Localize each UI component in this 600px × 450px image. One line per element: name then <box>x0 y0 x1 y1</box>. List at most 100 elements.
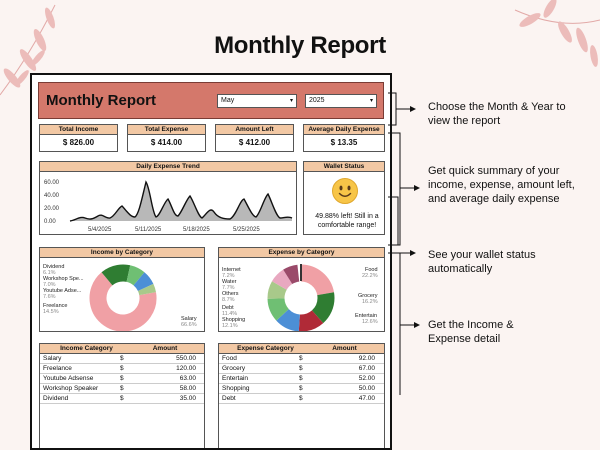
kpi-average-daily-expense: Average Daily Expense $ 13.35 <box>303 124 385 152</box>
slice-label: Entertain <box>355 313 377 319</box>
slice-pct: 12.1% <box>222 323 238 329</box>
month-dropdown[interactable]: May ▾ <box>217 94 297 108</box>
row-currency: $ <box>299 375 303 382</box>
income-chart-title: Income by Category <box>40 248 204 258</box>
x-tick: 5/25/2025 <box>233 227 260 233</box>
trend-area <box>70 182 292 221</box>
row-currency: $ <box>120 385 124 392</box>
table-row[interactable]: Freelance $120.00 <box>40 364 204 374</box>
smiling-face-icon <box>332 178 358 204</box>
column-header: Expense Category <box>237 345 294 352</box>
kpi-value: $ 414.00 <box>150 138 183 147</box>
slice-pct: 7.0% <box>43 282 56 288</box>
row-amount: 47.00 <box>358 395 375 402</box>
arrowhead <box>414 322 420 328</box>
row-amount: 63.00 <box>179 375 196 382</box>
year-dropdown[interactable]: 2025 ▾ <box>305 94 377 108</box>
expense-by-category-panel: Expense by Category Internet 7.2% Water … <box>218 247 385 332</box>
report-banner: Monthly Report May ▾ 2025 ▾ <box>38 82 384 119</box>
row-amount: 550.00 <box>176 355 196 362</box>
annotation-detail: Get the Income & Expense detail <box>428 319 514 345</box>
slice-pct: 8.7% <box>222 297 235 303</box>
y-tick: 0.00 <box>44 219 56 225</box>
kpi-label: Total Expense <box>128 125 205 135</box>
table-row[interactable]: Salary $550.00 <box>40 354 204 364</box>
bracket-summary <box>388 132 401 246</box>
leaf-branch-right-decoration <box>514 0 600 67</box>
income-table: Income Category Amount Salary $550.00 Fre… <box>39 343 205 448</box>
table-row[interactable]: Entertain $52.00 <box>219 374 384 384</box>
slice-pct: 22.2% <box>362 273 378 279</box>
trend-title: Daily Expense Trend <box>40 162 296 172</box>
table-row[interactable]: Debt $47.00 <box>219 394 384 404</box>
kpi-total-expense: Total Expense $ 414.00 <box>127 124 206 152</box>
row-category: Food <box>222 355 237 362</box>
expense-donut-chart: Internet 7.2% Water 7.7% Others 8.7% Deb… <box>222 264 378 332</box>
slice-label: Freelance <box>43 303 67 309</box>
table-row[interactable]: Workshop Speaker $58.00 <box>40 384 204 394</box>
row-category: Dividend <box>43 395 69 402</box>
row-currency: $ <box>299 395 303 402</box>
column-header: Income Category <box>60 345 113 352</box>
kpi-value: $ 826.00 <box>62 138 95 147</box>
slice-pct: 7.6% <box>43 294 56 300</box>
leaf-branch-left-decoration <box>0 4 56 96</box>
kpi-label: Total Income <box>40 125 117 135</box>
kpi-label: Average Daily Expense <box>304 125 384 135</box>
slice-label: Food <box>365 267 378 273</box>
arrowhead <box>410 250 416 256</box>
row-category: Freelance <box>43 365 72 372</box>
trend-line <box>69 180 293 222</box>
slice-label: Salary <box>181 316 197 322</box>
kpi-label: Amount Left <box>216 125 293 135</box>
column-header: Amount <box>332 345 357 352</box>
trend-chart: 60.00 40.00 20.00 0.00 5/4/2025 5/11/202… <box>44 180 293 233</box>
table-row[interactable]: Food $92.00 <box>219 354 384 364</box>
annotation-wallet: See your wallet status automatically <box>428 249 536 275</box>
bracket-wallet <box>388 196 399 245</box>
slice-label: Debt <box>222 305 234 311</box>
slice-pct: 11.4% <box>222 311 237 317</box>
x-tick: 5/4/2025 <box>88 227 112 233</box>
table-row[interactable]: Youtube Adsense $63.00 <box>40 374 204 384</box>
slice-label: Shopping <box>222 317 245 323</box>
kpi-amount-left: Amount Left $ 412.00 <box>215 124 294 152</box>
chevron-down-icon: ▾ <box>369 98 373 104</box>
donut-slice-freelance <box>89 264 157 332</box>
table-row[interactable]: Grocery $67.00 <box>219 364 384 374</box>
row-category: Entertain <box>222 375 249 382</box>
slice-pct: 66.6% <box>181 322 197 328</box>
slice-label: Youtube Adse... <box>43 288 82 294</box>
table-row[interactable]: Shopping $50.00 <box>219 384 384 394</box>
donut-divider <box>300 264 302 281</box>
table-row[interactable]: Dividend $35.00 <box>40 394 204 404</box>
row-currency: $ <box>299 365 303 372</box>
slice-label: Water <box>222 279 237 285</box>
row-currency: $ <box>299 355 303 362</box>
wallet-message: 49.88% left! Still in a comfortable rang… <box>315 213 379 229</box>
slice-label: Workshop Spe... <box>43 276 84 282</box>
wallet-title: Wallet Status <box>304 162 384 172</box>
slice-label: Internet <box>222 267 241 273</box>
y-tick: 40.00 <box>44 193 60 199</box>
row-amount: 67.00 <box>358 365 375 372</box>
slice-pct: 6.1% <box>43 270 56 276</box>
kpi-value: $ 412.00 <box>238 138 271 147</box>
banner-title: Monthly Report <box>46 92 156 109</box>
daily-expense-trend-panel: Daily Expense Trend 60.00 40.00 20.00 0.… <box>39 161 297 235</box>
bracket-month-year <box>388 92 397 126</box>
report-sheet: Monthly Report May ▾ 2025 ▾ Total Income… <box>30 73 392 450</box>
slice-label: Others <box>222 291 239 297</box>
table-header: Income Category Amount <box>40 344 204 354</box>
row-category: Workshop Speaker <box>43 385 99 392</box>
y-tick: 60.00 <box>44 180 60 186</box>
bracket-detail <box>388 252 401 395</box>
row-amount: 58.00 <box>179 385 196 392</box>
slice-pct: 12.6% <box>362 319 378 325</box>
slice-label: Dividend <box>43 264 64 270</box>
donut-slice-entertain <box>267 264 335 332</box>
x-tick: 5/11/2025 <box>135 227 162 233</box>
row-amount: 50.00 <box>358 385 375 392</box>
slice-pct: 16.2% <box>362 299 378 305</box>
row-category: Debt <box>222 395 236 402</box>
